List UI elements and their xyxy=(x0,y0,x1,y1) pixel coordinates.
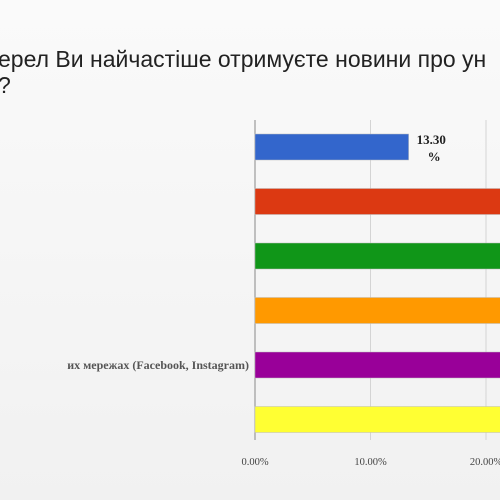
data-label: 13.30 xyxy=(417,132,446,147)
category-label: их мережах (Facebook, Instagram) xyxy=(67,358,249,372)
bars xyxy=(254,133,500,433)
bar xyxy=(254,188,500,215)
bar xyxy=(254,406,500,433)
x-tick-label: 20.00% xyxy=(470,457,500,468)
grid-lines xyxy=(254,120,487,440)
x-tick-label: 10.00% xyxy=(354,457,387,468)
x-tick-label: 0.00% xyxy=(241,457,268,468)
bar xyxy=(254,242,500,270)
data-label-unit: % xyxy=(428,149,441,164)
value-labels: 13.30%28.90%51 xyxy=(417,132,446,164)
category-labels: их мережах (Facebook, Instagram) xyxy=(67,358,249,372)
x-axis-ticks: 0.00%10.00%20.00%30.00%40.00%50.00%60.00… xyxy=(241,457,500,468)
page-title: ерел Ви найчастіше отримуєте новини про … xyxy=(0,46,487,98)
bar xyxy=(254,297,500,324)
bar xyxy=(254,133,409,161)
bar xyxy=(254,351,500,379)
